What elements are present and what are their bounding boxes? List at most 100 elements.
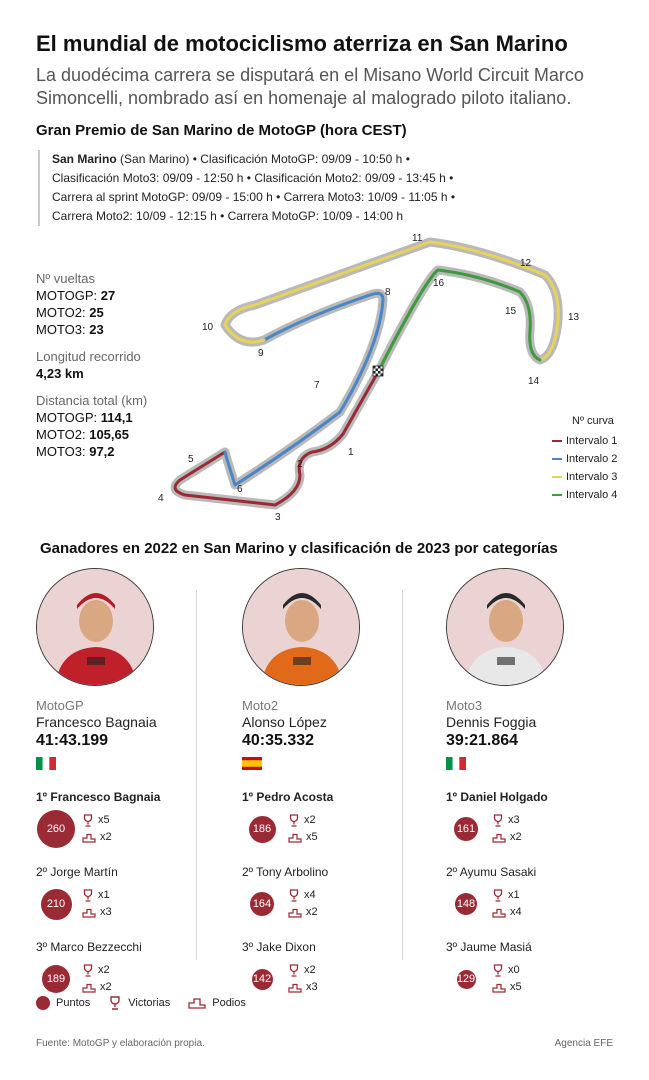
points-wrap: 186 bbox=[242, 815, 282, 843]
podium-icon bbox=[492, 908, 506, 918]
winner-name: Dennis Foggia bbox=[446, 714, 537, 730]
ranking-entry: 1º Francesco Bagnaia 260 x5 x2 bbox=[36, 790, 226, 865]
curve-label-3: 3 bbox=[275, 512, 281, 523]
curve-label-13: 13 bbox=[568, 312, 580, 323]
laps-cat: MOTO3: bbox=[36, 322, 90, 337]
points-bubble: 148 bbox=[455, 893, 477, 915]
ranking-entry: 2º Jorge Martín 210 x1 x3 bbox=[36, 865, 226, 940]
bottom-legend: Puntos Victorias Podios bbox=[36, 996, 264, 1010]
ranking-entry: 1º Pedro Acosta 186 x2 x5 bbox=[242, 790, 432, 865]
distance-value: 97,2 bbox=[89, 444, 115, 459]
winners-title: Ganadores en 2022 en San Marino y clasif… bbox=[40, 540, 558, 557]
legend-podiums-label: Podios bbox=[212, 997, 246, 1009]
winner-name: Francesco Bagnaia bbox=[36, 714, 157, 730]
podiums-count: x3 bbox=[306, 981, 318, 993]
italy-flag-icon bbox=[36, 757, 56, 770]
podium-icon bbox=[492, 983, 506, 993]
trophy-icon bbox=[289, 964, 299, 977]
rank-body: 161 x3 x2 bbox=[446, 807, 636, 851]
trophy-icon bbox=[493, 889, 503, 902]
rider-avatar bbox=[36, 568, 154, 686]
rider-avatar bbox=[446, 568, 564, 686]
ranking-entry: 3º Jake Dixon 142 x2 x3 bbox=[242, 940, 432, 1015]
rank-stats: x2 x5 bbox=[288, 812, 318, 846]
laps-cat: MOTOGP: bbox=[36, 288, 101, 303]
rank-stats: x5 x2 bbox=[82, 812, 112, 846]
curve-label-14: 14 bbox=[528, 376, 540, 387]
ranking-entry: 1º Daniel Holgado 161 x3 x2 bbox=[446, 790, 636, 865]
points-bubble: 161 bbox=[454, 817, 478, 841]
rank-body: 189 x2 x2 bbox=[36, 957, 226, 1001]
category-column-moto2: Moto2 Alonso López 40:35.332 1º Pedro Acost… bbox=[242, 568, 432, 1015]
rank-body: 260 x5 x2 bbox=[36, 807, 226, 851]
legend-swatch bbox=[552, 458, 562, 460]
podiums-row: x5 bbox=[492, 979, 522, 996]
podiums-count: x2 bbox=[306, 906, 318, 918]
ranking-entry: 2º Ayumu Sasaki 148 x1 x4 bbox=[446, 865, 636, 940]
laps-motogp: MOTOGP: 27 bbox=[36, 287, 236, 304]
wins-count: x2 bbox=[304, 964, 316, 976]
distance-value: 114,1 bbox=[100, 410, 133, 425]
curve-label-5: 5 bbox=[188, 454, 194, 465]
podiums-row: x3 bbox=[288, 979, 318, 996]
podiums-row: x2 bbox=[82, 829, 112, 846]
trophy-icon bbox=[83, 814, 93, 827]
curve-legend-title: Nº curva bbox=[572, 415, 614, 427]
curve-label-6: 6 bbox=[237, 484, 243, 495]
rider-rank-name: 1º Daniel Holgado bbox=[446, 790, 548, 804]
legend-interval-3: Intervalo 3 bbox=[552, 468, 642, 486]
podiums-count: x4 bbox=[510, 906, 522, 918]
podium-icon bbox=[492, 833, 506, 843]
page-title: El mundial de motociclismo aterriza en S… bbox=[36, 31, 568, 56]
rider-rank-name: 2º Tony Arbolino bbox=[242, 865, 329, 879]
laps-group: Nº vueltas MOTOGP: 27 MOTO2: 25 MOTO3: 2… bbox=[36, 270, 236, 338]
points-wrap: 164 bbox=[242, 892, 282, 916]
race-stats: Nº vueltas MOTOGP: 27 MOTO2: 25 MOTO3: 2… bbox=[36, 270, 236, 470]
points-bubble: 142 bbox=[251, 968, 273, 990]
column-divider bbox=[196, 590, 197, 960]
wins-row: x2 bbox=[288, 812, 318, 829]
wins-count: x2 bbox=[98, 964, 110, 976]
wins-row: x1 bbox=[82, 887, 112, 904]
rank-body: 142 x2 x3 bbox=[242, 957, 432, 1001]
curve-label-2: 2 bbox=[297, 459, 303, 470]
column-divider bbox=[402, 590, 403, 960]
source-note: Fuente: MotoGP y elaboración propia. bbox=[36, 1038, 205, 1049]
podiums-count: x3 bbox=[100, 906, 112, 918]
podium-icon bbox=[82, 983, 96, 993]
curve-label-16: 16 bbox=[433, 278, 445, 289]
legend-points: Puntos bbox=[36, 996, 90, 1010]
wins-count: x5 bbox=[98, 814, 110, 826]
schedule-line-2: Clasificación Moto3: 09/09 - 12:50 h • C… bbox=[52, 171, 454, 185]
track-interval-3 bbox=[223, 240, 560, 362]
podium-icon bbox=[82, 908, 96, 918]
category-label: Moto2 bbox=[242, 698, 279, 713]
podiums-row: x4 bbox=[492, 904, 522, 921]
laps-moto2: MOTO2: 25 bbox=[36, 304, 236, 321]
podiums-count: x5 bbox=[510, 981, 522, 993]
agency-credit: Agencia EFE bbox=[554, 1038, 613, 1049]
legend-label: Intervalo 2 bbox=[566, 453, 618, 465]
laps-label: Nº vueltas bbox=[36, 271, 95, 286]
schedule-line-1: San Marino (San Marino) • Clasificación … bbox=[52, 150, 598, 169]
points-wrap: 142 bbox=[242, 968, 282, 990]
trophy-icon bbox=[83, 964, 93, 977]
ranking-entry: 3º Jaume Masiá 129 x0 x5 bbox=[446, 940, 636, 1015]
winner-time: 40:35.332 bbox=[242, 732, 315, 749]
points-wrap: 129 bbox=[446, 969, 486, 989]
laps-value: 27 bbox=[100, 288, 116, 303]
rank-stats: x2 x3 bbox=[288, 962, 318, 996]
rank-body: 129 x0 x5 bbox=[446, 957, 636, 1001]
rank-stats: x4 x2 bbox=[288, 887, 318, 921]
wins-row: x3 bbox=[492, 812, 522, 829]
finish-flag-icon bbox=[372, 365, 384, 377]
length-value: 4,23 km bbox=[36, 366, 84, 381]
wins-count: x3 bbox=[508, 814, 520, 826]
flag bbox=[446, 757, 466, 770]
legend-wins: Victorias bbox=[108, 996, 170, 1010]
curve-label-1: 1 bbox=[348, 447, 354, 458]
points-bubble: 260 bbox=[37, 810, 75, 848]
track-interval-2 bbox=[223, 291, 385, 487]
ranking-entry: 2º Tony Arbolino 164 x4 x2 bbox=[242, 865, 432, 940]
rider-rank-name: 1º Francesco Bagnaia bbox=[36, 790, 161, 804]
